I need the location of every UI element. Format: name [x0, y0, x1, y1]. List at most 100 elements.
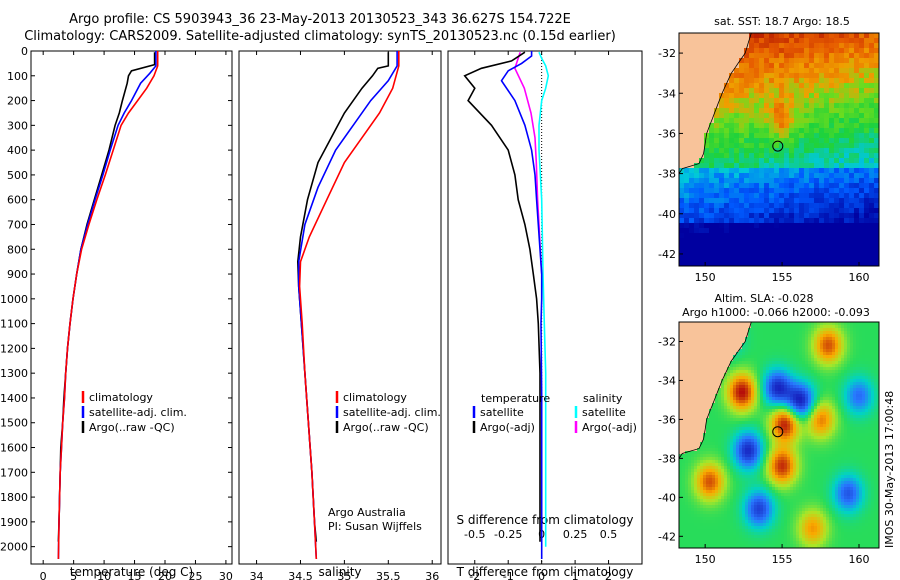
sla-cell — [853, 328, 857, 332]
sst-cell — [714, 143, 720, 149]
sla-cell — [733, 460, 737, 464]
sla-cell — [757, 325, 761, 329]
sla-cell — [787, 325, 791, 329]
sst-cell — [869, 148, 875, 154]
sst-cell — [789, 153, 795, 159]
sla-cell — [769, 388, 773, 392]
sla-cell — [814, 484, 818, 488]
sla-cell — [706, 451, 710, 455]
sla-cell — [769, 328, 773, 332]
sla-cell — [712, 439, 716, 443]
sla-cell — [823, 367, 827, 371]
sla-cell — [787, 403, 791, 407]
sla-cell — [874, 373, 878, 377]
sst-cell — [709, 163, 715, 169]
sla-cell — [826, 394, 830, 398]
sst-cell — [789, 163, 795, 169]
sst-cell — [859, 223, 865, 229]
sla-cell — [784, 373, 788, 377]
sla-cell — [760, 340, 764, 344]
sla-cell — [874, 391, 878, 395]
sst-cell — [694, 193, 700, 199]
sla-cell — [874, 337, 878, 341]
sla-cell — [850, 382, 854, 386]
sst-cell — [719, 188, 725, 194]
sla-cell — [835, 418, 839, 422]
sst-cell — [799, 173, 805, 179]
sst-cell — [804, 138, 810, 144]
sla-cell — [847, 451, 851, 455]
sst-cell — [829, 73, 835, 79]
sla-cell — [871, 466, 875, 470]
sst-cell — [819, 233, 825, 239]
sst-cell — [829, 233, 835, 239]
sla-cell — [859, 331, 863, 335]
sst-cell — [754, 258, 760, 264]
sla-cell — [718, 475, 722, 479]
sla-cell — [778, 355, 782, 359]
sst-cell — [694, 258, 700, 264]
sla-cell — [793, 361, 797, 365]
sst-cell — [729, 143, 735, 149]
sst-cell — [834, 128, 840, 134]
sla-cell — [766, 472, 770, 476]
sla-cell — [760, 328, 764, 332]
sla-cell — [832, 466, 836, 470]
sla-cell — [844, 454, 848, 458]
sst-cell — [774, 128, 780, 134]
sst-cell — [744, 163, 750, 169]
sst-cell — [789, 53, 795, 59]
sla-cell — [733, 466, 737, 470]
sla-cell — [730, 466, 734, 470]
sla-cell — [829, 466, 833, 470]
sla-cell — [727, 454, 731, 458]
sla-cell — [850, 442, 854, 446]
sla-cell — [760, 418, 764, 422]
sla-cell — [847, 460, 851, 464]
sla-cell — [745, 388, 749, 392]
sla-cell — [745, 463, 749, 467]
sla-cell — [862, 451, 866, 455]
sla-cell — [805, 331, 809, 335]
sla-cell — [829, 439, 833, 443]
sla-cell — [841, 409, 845, 413]
sla-cell — [730, 409, 734, 413]
sst-cell — [769, 118, 775, 124]
sla-cell — [790, 358, 794, 362]
sst-cell — [679, 258, 685, 264]
sla-cell — [742, 439, 746, 443]
sla-cell — [835, 430, 839, 434]
sst-cell — [824, 78, 830, 84]
sla-cell — [805, 457, 809, 461]
sst-cell — [744, 138, 750, 144]
sla-cell — [841, 322, 845, 326]
sla-cell — [739, 487, 743, 491]
sla-cell — [787, 445, 791, 449]
sla-cell — [745, 391, 749, 395]
sst-cell — [754, 213, 760, 219]
sst-cell — [699, 213, 705, 219]
sla-cell — [820, 466, 824, 470]
sla-cell — [748, 454, 752, 458]
legend-label: Argo(-adj) — [480, 421, 535, 434]
sla-cell — [745, 481, 749, 485]
sla-cell — [763, 397, 767, 401]
sst-cell — [704, 218, 710, 224]
sla-cell — [775, 463, 779, 467]
sst-cell — [814, 223, 820, 229]
sla-cell — [703, 454, 707, 458]
sst-cell — [789, 183, 795, 189]
sla-cell — [754, 346, 758, 350]
sla-cell — [733, 358, 737, 362]
sla-cell — [790, 421, 794, 425]
sst-cell — [844, 173, 850, 179]
sst-cell — [764, 103, 770, 109]
sla-cell — [874, 481, 878, 485]
sst-cell — [794, 128, 800, 134]
sla-cell — [823, 448, 827, 452]
sst-cell — [784, 193, 790, 199]
sst-cell — [764, 193, 770, 199]
sst-cell — [724, 108, 730, 114]
sst-cell — [834, 143, 840, 149]
sla-cell — [802, 466, 806, 470]
